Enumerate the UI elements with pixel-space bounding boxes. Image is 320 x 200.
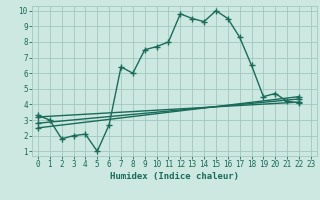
X-axis label: Humidex (Indice chaleur): Humidex (Indice chaleur) [110,172,239,181]
